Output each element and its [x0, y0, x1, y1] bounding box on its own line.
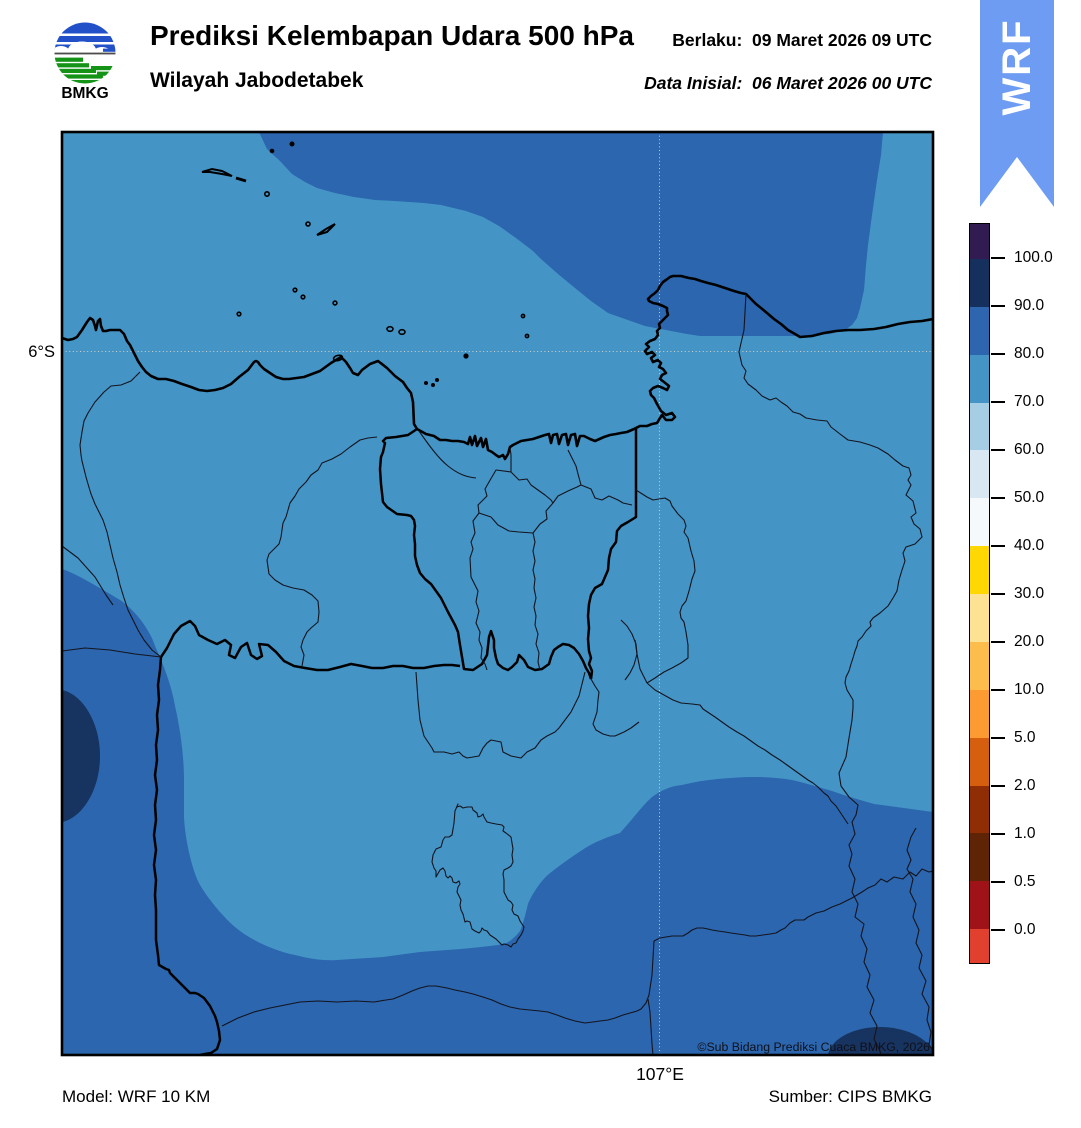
- svg-text:WRF: WRF: [995, 18, 1039, 115]
- svg-text:©Sub Bidang Prediksi Cuaca BMK: ©Sub Bidang Prediksi Cuaca BMKG, 2026: [697, 1040, 930, 1054]
- svg-text:BMKG: BMKG: [61, 85, 108, 100]
